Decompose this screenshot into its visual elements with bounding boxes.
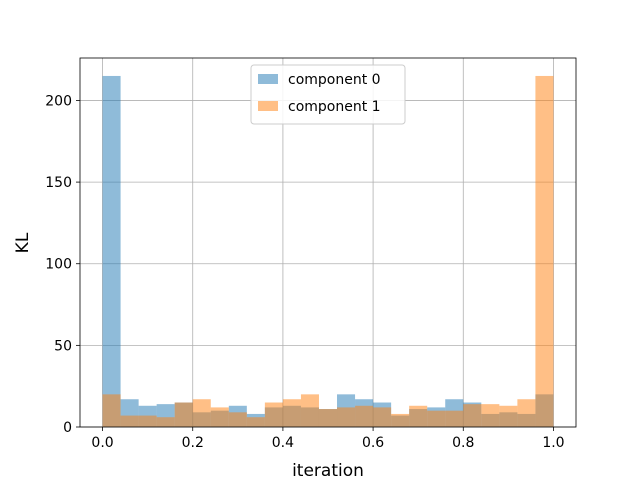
bars (102, 75, 554, 427)
bar-component-1 (427, 410, 446, 427)
bar-component-1 (102, 394, 121, 427)
legend-label-component-0: component 0 (288, 72, 381, 88)
legend-swatch-component-0 (258, 74, 278, 84)
x-axis-label: iteration (292, 461, 364, 480)
legend-swatch-component-1 (258, 101, 278, 111)
legend: component 0 component 1 (250, 64, 406, 125)
bar-component-1 (192, 399, 211, 427)
bar-component-1 (210, 407, 229, 427)
bar-component-0 (102, 75, 121, 427)
bar-component-1 (481, 404, 500, 427)
legend-box (250, 64, 406, 125)
bar-component-1 (409, 405, 428, 427)
bar-component-1 (373, 407, 392, 427)
axis-ticks: 0.0 0.2 0.4 0.6 0.8 1.0 0 50 100 150 200 (45, 93, 564, 451)
bar-component-1 (445, 410, 464, 427)
bar-component-1 (282, 399, 301, 427)
bar-component-1 (499, 405, 518, 427)
legend-label-component-1: component 1 (288, 99, 381, 115)
bar-component-1 (337, 407, 356, 427)
x-tick-label: 0.2 (182, 435, 204, 451)
bar-component-1 (300, 394, 319, 427)
bar-component-1 (138, 415, 157, 427)
bar-component-1 (228, 412, 247, 427)
bar-component-1 (156, 417, 175, 427)
bar-component-1 (246, 417, 265, 427)
x-tick-label: 1.0 (542, 435, 564, 451)
bar-component-1 (264, 402, 283, 427)
x-tick-label: 0.0 (91, 435, 113, 451)
bar-component-1 (463, 404, 482, 427)
bar-component-1 (535, 75, 554, 427)
y-tick-label: 100 (45, 257, 72, 273)
x-tick-label: 0.6 (362, 435, 384, 451)
bar-component-1 (355, 405, 374, 427)
y-tick-label: 50 (54, 338, 72, 354)
bar-component-1 (174, 402, 193, 427)
bar-component-1 (517, 399, 536, 427)
x-tick-label: 0.4 (272, 435, 294, 451)
y-tick-label: 200 (45, 93, 72, 109)
y-tick-label: 0 (63, 420, 72, 436)
bar-component-1 (120, 415, 139, 427)
plot-frame (79, 57, 577, 428)
bar-component-1 (318, 409, 338, 427)
y-axis-label: KL (13, 232, 33, 253)
y-tick-label: 150 (45, 175, 72, 191)
x-tick-label: 0.8 (452, 435, 474, 451)
bar-component-1 (391, 413, 410, 427)
